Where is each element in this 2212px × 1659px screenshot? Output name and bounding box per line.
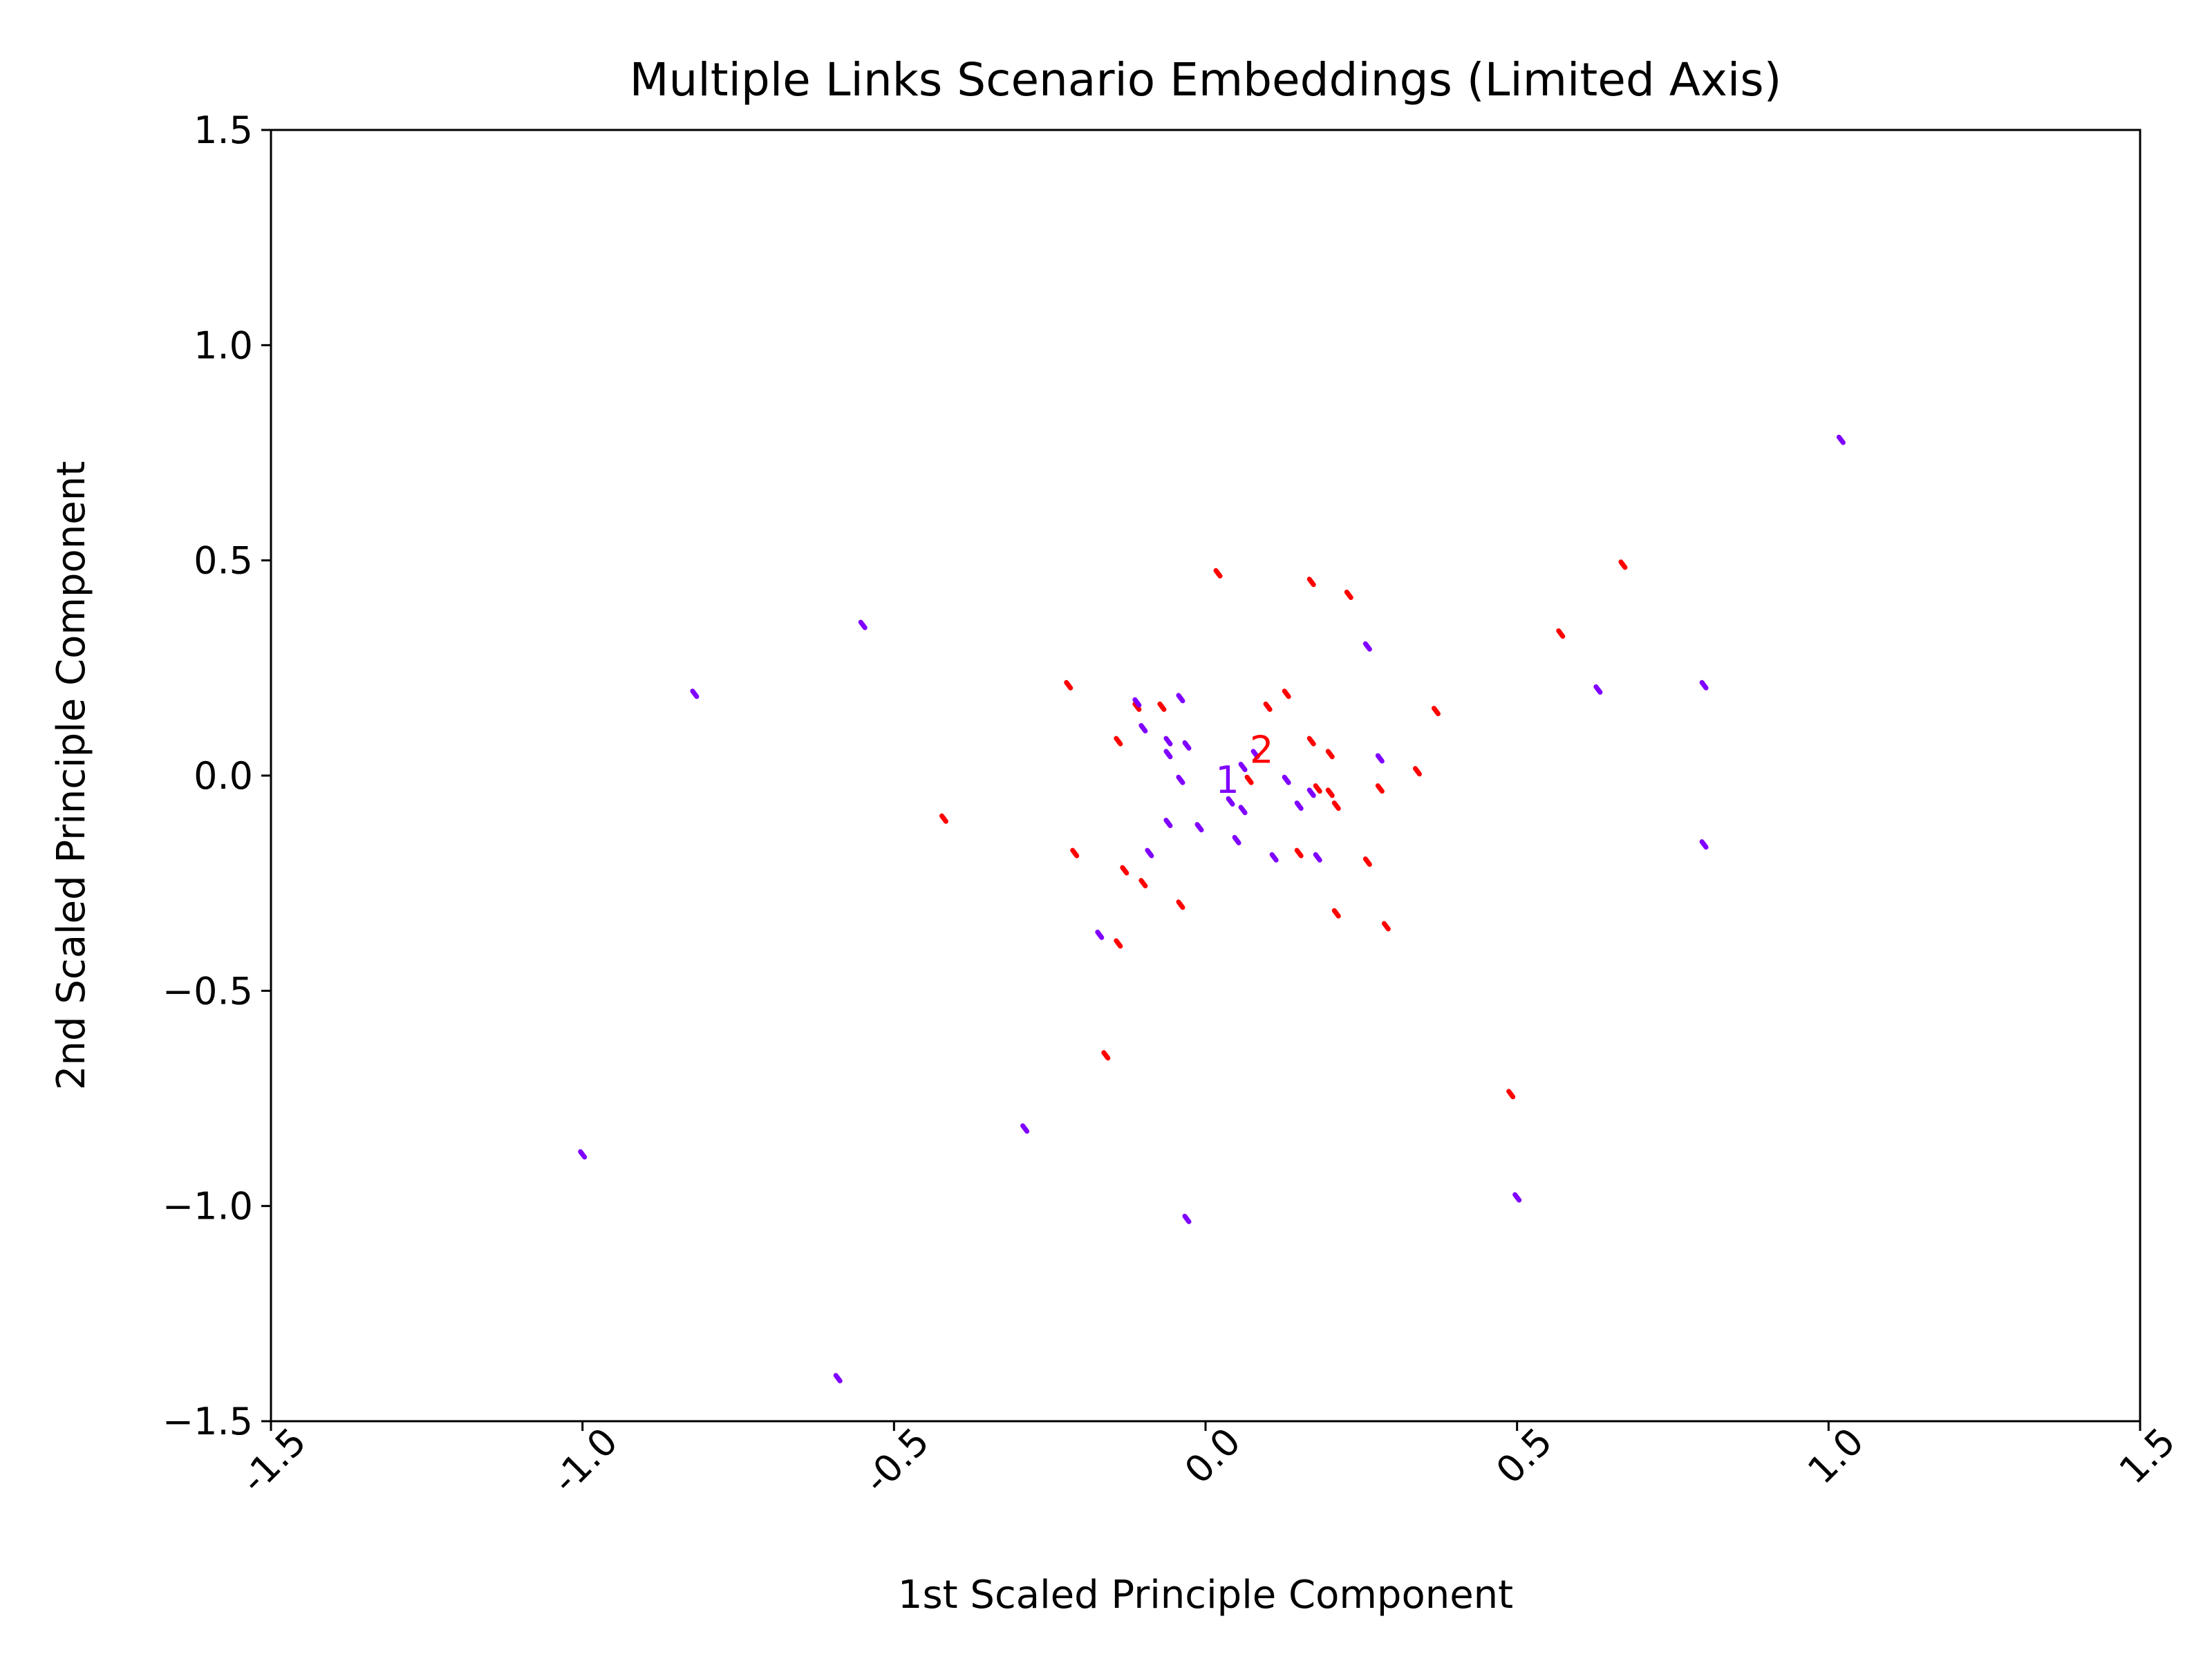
series-1 [939, 559, 1628, 1100]
x-axis-label: 1st Scaled Principle Component [898, 1573, 1513, 1618]
data-point [1232, 834, 1241, 845]
data-point [1431, 706, 1441, 717]
data-point [1163, 749, 1173, 760]
data-point [1699, 679, 1709, 691]
data-point [1157, 701, 1167, 712]
data-point [1213, 568, 1223, 579]
data-point [1176, 693, 1185, 704]
data-point [1145, 847, 1154, 859]
data-point [578, 1149, 588, 1160]
data-point [1294, 800, 1304, 812]
data-point [1294, 847, 1304, 859]
y-tick-label: −1.5 [162, 1400, 253, 1443]
data-point [1194, 822, 1204, 833]
data-point [1618, 559, 1628, 570]
data-point [1412, 766, 1422, 777]
data-point [1282, 774, 1291, 785]
y-tick-label: 0.5 [194, 539, 253, 583]
y-axis-ticks: −1.5 −1.0 −0.5 0.0 0.5 1.0 1.5 [162, 109, 271, 1443]
data-point [1836, 434, 1846, 445]
chart-title: Multiple Links Scenario Embeddings (Limi… [630, 53, 1782, 106]
data-point [1362, 641, 1372, 652]
data-point [1282, 688, 1291, 700]
data-point [1250, 749, 1260, 760]
data-point [1114, 735, 1123, 747]
plot-frame [270, 129, 2141, 1423]
data-point [1120, 865, 1130, 876]
data-point [833, 1373, 843, 1384]
series-2 [578, 434, 1846, 1384]
data-point [1306, 735, 1316, 747]
data-point [1375, 783, 1385, 794]
y-tick-label: −1.0 [162, 1185, 253, 1228]
x-tick-label: -1.0 [544, 1419, 626, 1501]
data-point [1101, 1050, 1111, 1061]
data-point [1331, 908, 1341, 919]
data-point [1114, 938, 1123, 949]
data-point [1182, 1213, 1192, 1224]
data-point [1375, 753, 1385, 764]
data-point [1163, 817, 1173, 828]
x-tick-label: -0.5 [855, 1419, 937, 1501]
x-tick-label: 0.5 [1488, 1419, 1560, 1492]
data-point [1593, 684, 1603, 695]
point-annotation: 2 [1250, 728, 1273, 771]
data-point [1306, 577, 1316, 588]
data-point [1244, 774, 1254, 785]
data-point [690, 688, 700, 700]
y-tick-label: −0.5 [162, 969, 253, 1013]
data-point [1095, 929, 1105, 940]
data-point [1506, 1089, 1516, 1100]
y-axis-label: 2nd Scaled Principle Component [49, 461, 94, 1090]
x-tick-label: 1.0 [1799, 1419, 1872, 1492]
y-tick-label: 0.0 [194, 754, 253, 798]
data-point [1344, 589, 1353, 600]
data-point [1331, 800, 1341, 812]
data-point [1070, 847, 1080, 859]
data-point [939, 813, 948, 824]
data-point [1263, 701, 1273, 712]
point-annotation: 1 [1215, 758, 1239, 802]
x-axis-ticks: -1.5 -1.0 -0.5 0.0 0.5 1.0 1.5 [232, 1419, 2184, 1501]
data-point [1132, 697, 1142, 708]
data-point [1132, 701, 1142, 712]
data-point [1138, 723, 1148, 734]
data-point [1313, 852, 1322, 863]
data-point [1176, 774, 1185, 785]
data-point [1020, 1123, 1030, 1134]
data-point [1138, 878, 1148, 889]
data-point [1512, 1192, 1522, 1203]
data-point [1163, 735, 1173, 747]
x-tick-label: 1.5 [2111, 1419, 2184, 1492]
plot-area: 21 [270, 129, 2141, 1423]
data-point [1325, 749, 1335, 760]
data-point [1699, 839, 1709, 850]
data-point [1269, 852, 1279, 863]
data-point [858, 619, 868, 630]
data-point [1064, 679, 1074, 691]
data-point [1556, 628, 1566, 639]
data-point [1238, 805, 1248, 816]
x-tick-label: 0.0 [1177, 1419, 1249, 1492]
data-point [1238, 762, 1248, 773]
data-point [1362, 856, 1372, 868]
data-point [1182, 740, 1192, 751]
data-point [1306, 787, 1316, 798]
data-point [1176, 899, 1185, 910]
data-point [1226, 796, 1235, 807]
data-point [1325, 787, 1335, 798]
y-tick-label: 1.5 [194, 109, 253, 152]
data-point [1381, 921, 1391, 932]
data-point [1313, 783, 1322, 794]
y-tick-label: 1.0 [194, 324, 253, 367]
